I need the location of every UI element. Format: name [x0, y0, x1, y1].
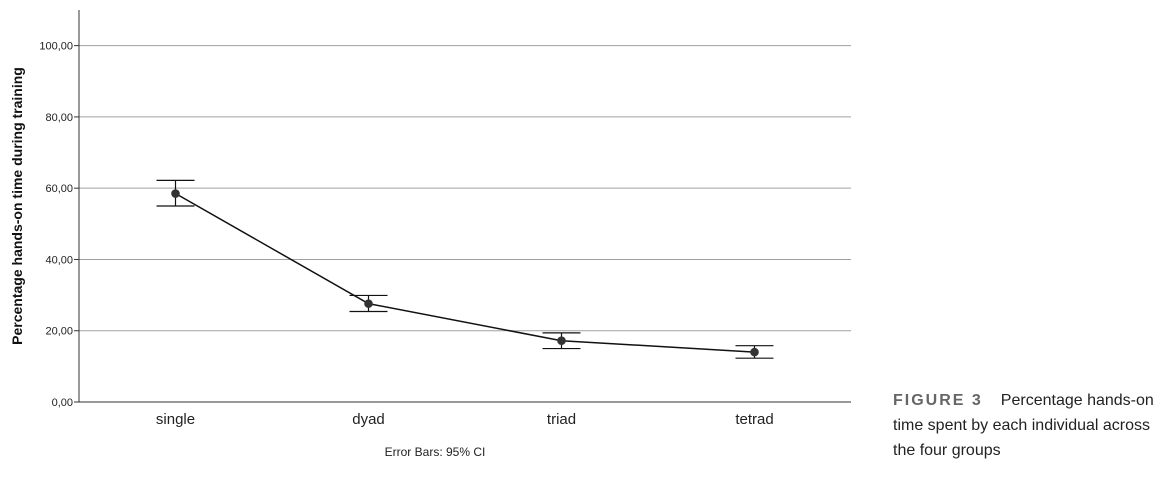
data-point: [557, 336, 566, 346]
y-tick-label: 100,00: [39, 41, 73, 53]
data-point: [364, 299, 373, 308]
data-point: [750, 347, 759, 357]
y-tick-label: 60,00: [45, 183, 73, 195]
y-tick-label: 80,00: [45, 112, 73, 124]
series-line: [175, 192, 755, 353]
axes: [78, 10, 851, 403]
y-tick-label: 0,00: [52, 397, 73, 409]
x-tick-label: single: [156, 411, 195, 428]
x-tick-label: tetrad: [735, 411, 773, 428]
figure-caption: FIGURE 3 Percentage hands-on time spent b…: [893, 388, 1165, 463]
y-tick-labels: 0,00 20,00 40,00 60,00 80,00 100,00: [39, 41, 79, 409]
data-point: [171, 189, 180, 198]
x-tick-label: triad: [547, 411, 576, 428]
x-tick-label: dyad: [352, 411, 385, 428]
line-chart: 0,00 20,00 40,00 60,00 80,00 100,00 single dya…: [9, 10, 851, 459]
series: [156, 179, 774, 359]
y-axis-title: Percentage hands-on time during training: [9, 67, 25, 345]
error-bars-footnote: Error Bars: 95% CI: [385, 445, 486, 459]
figure-label: FIGURE 3: [893, 392, 983, 409]
y-tick-label: 40,00: [45, 254, 73, 266]
figure-caption-text: Percentage hands-on time spent by each i…: [893, 392, 1154, 459]
x-tick-labels: single dyad triad tetrad: [156, 411, 774, 428]
grid-lines: [79, 45, 851, 332]
y-tick-label: 20,00: [45, 326, 73, 338]
